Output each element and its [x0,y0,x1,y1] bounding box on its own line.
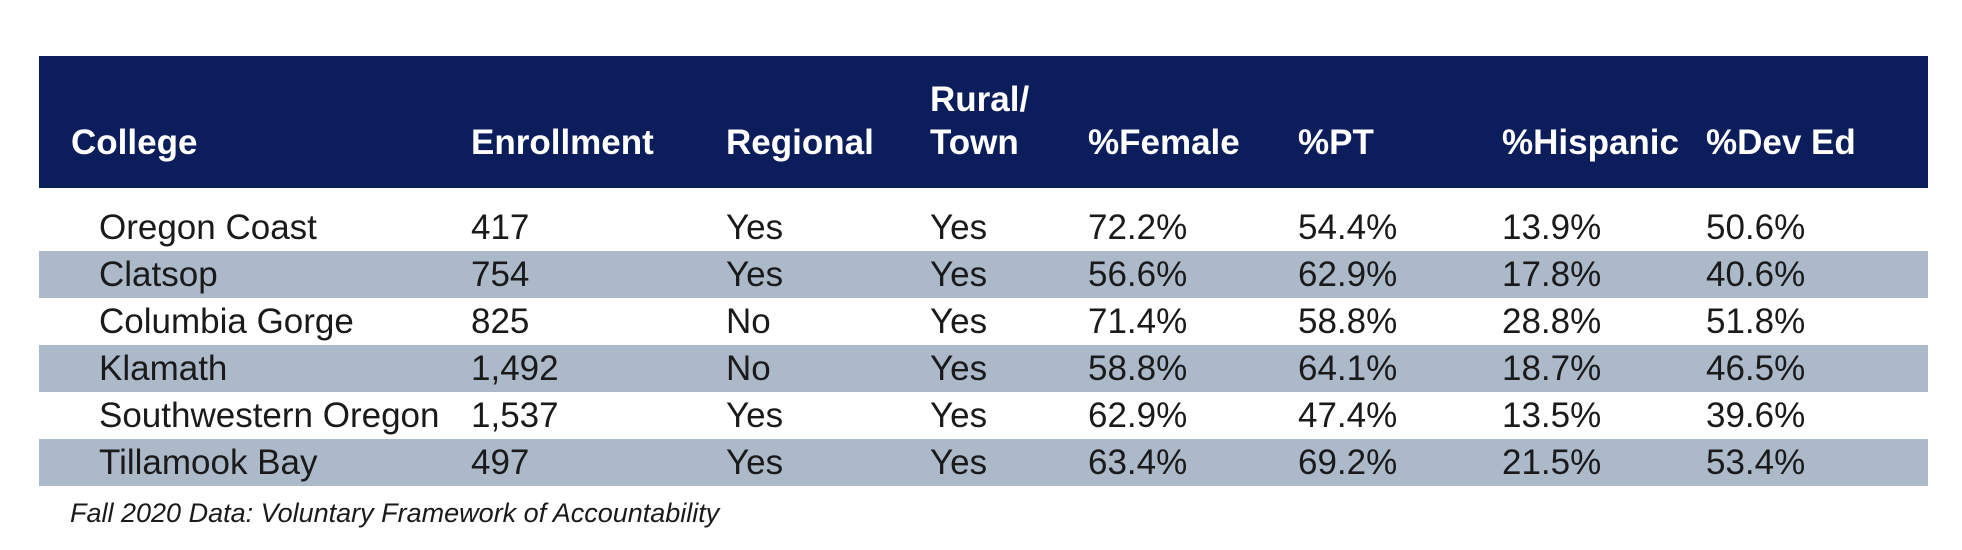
table-row: Oregon Coast 417 Yes Yes 72.2% 54.4% 13.… [39,188,1928,251]
cell-female: 72.2% [1088,208,1188,247]
table-body: Oregon Coast 417 Yes Yes 72.2% 54.4% 13.… [39,188,1928,486]
cell-enrollment: 1,492 [471,349,559,388]
cell-hispanic: 18.7% [1502,349,1602,388]
cell-pt: 54.4% [1298,208,1398,247]
cell-regional: No [726,302,771,341]
cell-enrollment: 417 [471,208,530,247]
header-college: College [71,123,198,162]
cell-enrollment: 1,537 [471,396,559,435]
cell-pt: 58.8% [1298,302,1398,341]
header-regional: Regional [726,123,874,162]
cell-dev-ed: 46.5% [1706,349,1806,388]
header-row: College Enrollment Regional Rural/ Town … [39,56,1928,188]
cell-female: 62.9% [1088,396,1188,435]
cell-regional: Yes [726,208,784,247]
cell-dev-ed: 50.6% [1706,208,1806,247]
header-rural-line2: Town [930,123,1019,162]
cell-pt: 47.4% [1298,396,1398,435]
cell-college: Southwestern Oregon [99,396,440,435]
college-data-table: College Enrollment Regional Rural/ Town … [39,56,1928,486]
cell-rural-town: Yes [930,349,988,388]
header-pt: %PT [1298,123,1374,162]
table-row: Clatsop 754 Yes Yes 56.6% 62.9% 17.8% 40… [39,251,1928,298]
cell-regional: Yes [726,443,784,482]
header-hispanic: %Hispanic [1502,123,1679,162]
table-row: Tillamook Bay 497 Yes Yes 63.4% 69.2% 21… [39,439,1928,486]
cell-regional: No [726,349,771,388]
cell-college: Columbia Gorge [99,302,354,341]
cell-college: Oregon Coast [99,208,317,247]
cell-female: 71.4% [1088,302,1188,341]
cell-dev-ed: 39.6% [1706,396,1806,435]
cell-pt: 62.9% [1298,255,1398,294]
table-row: Columbia Gorge 825 No Yes 71.4% 58.8% 28… [39,298,1928,345]
cell-enrollment: 825 [471,302,530,341]
header-rural-town: Rural/ Town [930,56,1088,188]
cell-rural-town: Yes [930,302,988,341]
header-dev-ed: %Dev Ed [1706,123,1856,162]
header-female: %Female [1088,123,1240,162]
cell-female: 63.4% [1088,443,1188,482]
cell-regional: Yes [726,396,784,435]
cell-hispanic: 13.9% [1502,208,1602,247]
cell-female: 58.8% [1088,349,1188,388]
cell-enrollment: 497 [471,443,530,482]
cell-female: 56.6% [1088,255,1188,294]
cell-pt: 69.2% [1298,443,1398,482]
cell-college: Clatsop [99,255,218,294]
cell-hispanic: 17.8% [1502,255,1602,294]
cell-regional: Yes [726,255,784,294]
source-note: Fall 2020 Data: Voluntary Framework of A… [70,498,720,528]
cell-enrollment: 754 [471,255,530,294]
cell-hispanic: 28.8% [1502,302,1602,341]
table-row: Southwestern Oregon 1,537 Yes Yes 62.9% … [39,392,1928,439]
cell-college: Klamath [99,349,228,388]
cell-rural-town: Yes [930,255,988,294]
college-data-table-container: College Enrollment Regional Rural/ Town … [39,56,1928,486]
header-enrollment: Enrollment [471,123,654,162]
header-rural-line1: Rural/ [930,80,1030,119]
cell-dev-ed: 53.4% [1706,443,1806,482]
cell-rural-town: Yes [930,396,988,435]
cell-rural-town: Yes [930,208,988,247]
cell-hispanic: 21.5% [1502,443,1602,482]
table-header: College Enrollment Regional Rural/ Town … [39,56,1928,188]
cell-dev-ed: 51.8% [1706,302,1806,341]
cell-college: Tillamook Bay [99,443,318,482]
table-row: Klamath 1,492 No Yes 58.8% 64.1% 18.7% 4… [39,345,1928,392]
cell-pt: 64.1% [1298,349,1398,388]
cell-rural-town: Yes [930,443,988,482]
cell-hispanic: 13.5% [1502,396,1602,435]
cell-dev-ed: 40.6% [1706,255,1806,294]
